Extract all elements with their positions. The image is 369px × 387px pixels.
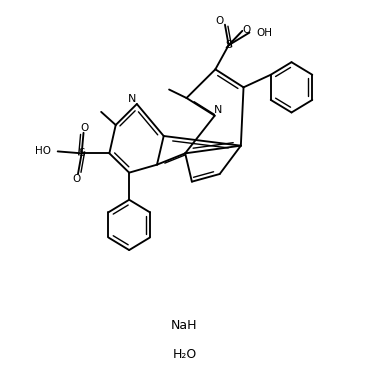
Text: O: O	[80, 123, 89, 133]
Text: O: O	[73, 174, 81, 184]
Text: N: N	[213, 105, 222, 115]
Text: N: N	[128, 94, 137, 104]
Text: O: O	[242, 25, 250, 35]
Text: S: S	[78, 148, 85, 158]
Text: O: O	[215, 16, 224, 26]
Text: NaH: NaH	[171, 319, 198, 332]
Text: OH: OH	[257, 27, 273, 38]
Text: HO: HO	[35, 146, 51, 156]
Text: S: S	[225, 40, 232, 50]
Text: H₂O: H₂O	[172, 348, 197, 361]
